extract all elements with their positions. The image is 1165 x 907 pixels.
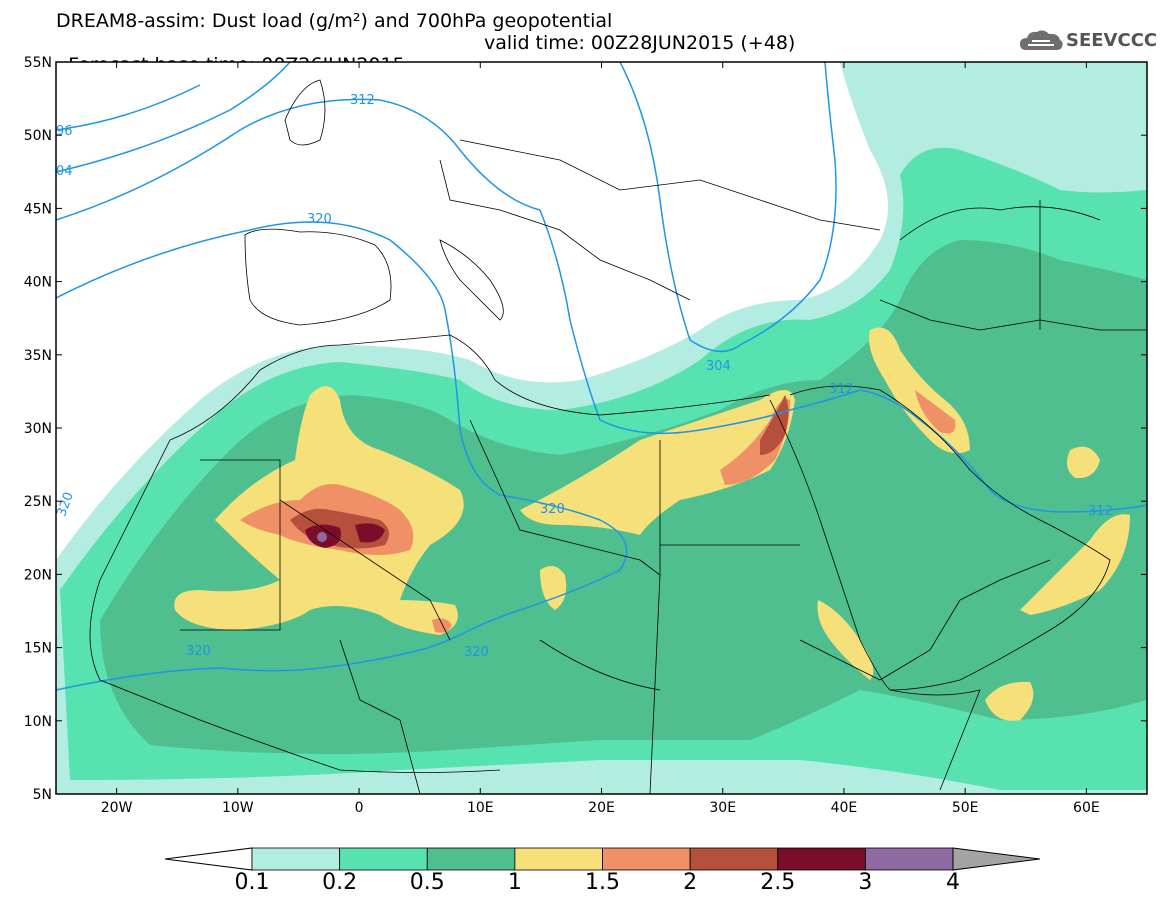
colorbar-label: 1	[507, 870, 522, 895]
contour-label: 04	[56, 164, 73, 179]
dust-band-1-egypt	[520, 390, 795, 535]
lon-label: 60E	[1073, 800, 1100, 816]
colorbar-swatch	[864, 847, 954, 871]
border-6	[539, 639, 661, 691]
border-9	[439, 159, 691, 301]
contour-label: 320	[186, 644, 211, 659]
contour-312-east	[539, 209, 1147, 513]
colorbar-over-triangle	[952, 847, 1041, 871]
dust-field	[56, 62, 1147, 794]
contour-label: 96	[56, 124, 73, 139]
colorbar-swatch	[339, 847, 428, 871]
map-title: DREAM8-assim: Dust load (g/m²) and 700hP…	[56, 10, 613, 32]
colorbar-under-triangle	[164, 847, 253, 871]
dust-band-1-somalia	[985, 681, 1034, 721]
colorbar-label: 4	[946, 870, 960, 895]
colorbar-label: 1.5	[585, 870, 620, 895]
border-10	[899, 206, 1101, 241]
colorbar-label: 2	[683, 870, 698, 895]
lat-label: 25N	[24, 494, 52, 510]
colorbar-label: 2.5	[760, 870, 796, 895]
lat-label: 5N	[33, 787, 52, 803]
colorbar-swatch	[602, 847, 691, 871]
border-7	[339, 639, 421, 794]
cloud-logo-icon	[1020, 30, 1063, 50]
colorbar-swatch	[514, 847, 603, 871]
contour-label: 312	[1088, 504, 1113, 519]
lat-label: 50N	[24, 128, 52, 144]
lat-label: 15N	[24, 641, 52, 657]
dust-band-1.5-iraq	[915, 390, 956, 434]
lat-label: 10N	[24, 714, 52, 730]
dust-band-1-arabia	[1020, 514, 1130, 615]
border-14	[799, 599, 961, 681]
lat-label: 40N	[24, 275, 52, 291]
contour-label: 320	[307, 212, 332, 227]
logo-text: SEEVCCC	[1066, 30, 1158, 51]
lon-label: 0	[355, 800, 364, 816]
contour-labels: 96 04 312 320 304 312 320 320 320 312 32…	[54, 93, 1113, 660]
dust-band-2.5-b	[355, 523, 385, 543]
lat-label: 55N	[24, 55, 52, 71]
colorbar-swatch	[251, 847, 341, 871]
lat-label: 30N	[24, 421, 52, 437]
dust-band-1-niger	[540, 566, 567, 610]
lat-label: 35N	[24, 348, 52, 364]
contour-304-west	[56, 62, 291, 173]
coast-arabia	[789, 385, 1111, 691]
contour-label: 312	[350, 93, 375, 108]
contour-296	[56, 84, 201, 131]
lon-label: 20E	[588, 800, 615, 816]
coast-hornafrica	[889, 689, 981, 791]
border-1	[180, 459, 281, 631]
colorbar-label: 0.1	[234, 870, 270, 895]
contour-label: 304	[706, 359, 731, 374]
coast-europe	[244, 228, 392, 326]
border-12	[959, 559, 1051, 601]
colorbar-swatch	[426, 847, 516, 871]
dust-band-1-redsea	[817, 600, 874, 680]
dust-band-2-levant	[760, 395, 789, 455]
colorbar-label: 3	[858, 870, 873, 895]
colorbar-label: 0.2	[322, 870, 358, 895]
coast-italy	[439, 239, 504, 321]
lon-label: 20W	[101, 800, 133, 816]
dust-band-3	[317, 532, 327, 542]
contour-label: 320	[464, 645, 489, 660]
colorbar-swatch	[777, 847, 866, 871]
coast-redsea	[769, 399, 891, 691]
contour-label: 320	[540, 502, 565, 517]
colorbar	[164, 847, 1041, 871]
lon-label: 10W	[222, 800, 254, 816]
dust-band-1-e	[1066, 446, 1100, 479]
colorbar-label: 0.5	[409, 870, 445, 895]
contour-label: 312	[829, 382, 854, 397]
axis-ticks: 55N 50N 45N 40N 35N 30N 25N 20N 15N 10N 5N 20W 10W 0 1…	[24, 55, 1147, 816]
coast-nafrica	[169, 334, 771, 441]
coast-britain	[284, 79, 326, 146]
lon-label: 30E	[709, 800, 736, 816]
lat-label: 20N	[24, 567, 52, 583]
border-11	[879, 299, 1147, 331]
geopotential-contours	[56, 62, 1147, 691]
coastlines-borders	[89, 79, 1147, 794]
border-4	[649, 440, 661, 794]
border-8	[459, 139, 881, 231]
contour-312-west	[56, 98, 541, 221]
lon-label: 50E	[952, 800, 979, 816]
colorbar-swatch	[689, 847, 779, 871]
contour-320-west	[56, 221, 628, 691]
dust-band-1.5-sahel	[432, 618, 452, 633]
contour-304-east	[619, 62, 837, 353]
lon-label: 40E	[831, 800, 858, 816]
valid-time: valid time: 00Z28JUN2015 (+48)	[484, 32, 796, 54]
coast-westafrica	[89, 439, 501, 773]
border-3	[469, 419, 661, 576]
border-2	[279, 499, 451, 641]
lat-label: 45N	[24, 201, 52, 217]
seevccc-logo: SEEVCCC	[1018, 28, 1158, 56]
lon-label: 10E	[467, 800, 494, 816]
